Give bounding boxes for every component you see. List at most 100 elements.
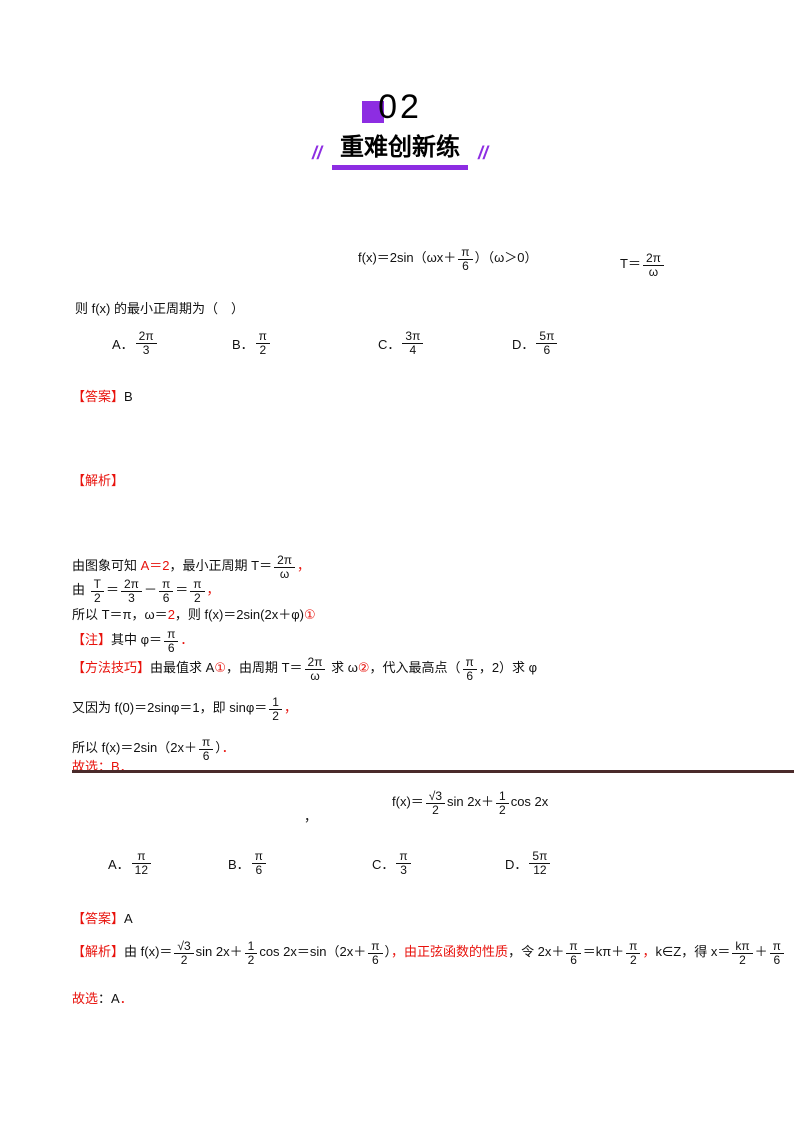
fraction-numerator: √3: [425, 790, 446, 804]
fraction-denominator: 2: [739, 952, 746, 967]
text: 由: [72, 581, 89, 597]
text: ：A: [98, 991, 120, 1006]
fraction-numerator: 1: [496, 790, 509, 804]
text: 由图象可知: [72, 557, 141, 573]
fraction-denominator: 6: [543, 342, 551, 357]
option-label: A．: [112, 336, 134, 352]
option-a: A． π 12: [108, 850, 153, 876]
badge-square-decoration: [362, 101, 385, 123]
problem2-comma: ，: [304, 809, 318, 824]
option-c: C． π 3: [372, 850, 413, 876]
text: ＋: [754, 943, 768, 959]
badge-title: 重难创新练: [332, 127, 468, 170]
fraction-numerator: π: [131, 850, 152, 864]
text: 所以 f(x)＝2sin（2x＋: [72, 739, 197, 755]
problem1-formula: f(x)＝2sin（ωx＋ π 6 ）（ω＞0）: [358, 246, 537, 272]
highlight-text: ，: [642, 943, 656, 959]
fraction-numerator: 5π: [529, 850, 551, 864]
analysis-label: 【解析】: [72, 473, 125, 488]
fraction-numerator: π: [462, 656, 477, 670]
fraction-numerator: 2π: [642, 252, 664, 266]
option-label: C．: [378, 336, 401, 352]
text: cos 2x＝sin（2x＋: [259, 943, 367, 959]
fraction-denominator: 12: [134, 862, 149, 877]
fraction-numerator: π: [769, 940, 784, 954]
fraction-numerator: 3π: [402, 330, 424, 344]
fraction-numerator: T: [90, 578, 104, 592]
text: ，则 f(x)＝2sin(2x＋φ): [174, 607, 304, 622]
fraction-denominator: 6: [162, 590, 170, 605]
highlight-text: ，由正弦函数的性质: [391, 943, 509, 959]
text: ）: [384, 943, 392, 959]
fraction-denominator: ω: [279, 566, 290, 581]
formula-text: ）（ω＞0）: [474, 249, 538, 265]
fraction-denominator: 3: [128, 590, 135, 605]
text: ，2）求 φ: [478, 659, 538, 675]
fraction-numerator: 1: [269, 696, 282, 710]
fraction-denominator: 2: [259, 342, 267, 357]
highlight-text: 故选: [72, 991, 99, 1006]
fraction-denominator: 3: [142, 342, 150, 357]
fraction-numerator: π: [566, 940, 581, 954]
badge-number: 02: [378, 88, 422, 126]
fraction: π 12: [131, 850, 152, 877]
fraction-denominator: 2: [180, 952, 188, 967]
answer-label: 【答案】: [72, 389, 125, 404]
fraction-numerator: π: [626, 940, 641, 954]
fraction-numerator: π: [458, 246, 473, 260]
text: 又因为 f(0)＝2sinφ＝1，即 sinφ＝: [72, 699, 268, 715]
fraction-numerator: π: [164, 628, 179, 642]
fraction: 2π 3: [120, 578, 142, 605]
fraction-denominator: 2: [194, 590, 201, 605]
fraction: kπ 2: [732, 940, 753, 967]
fraction-denominator: 6: [255, 862, 263, 877]
fraction-denominator: ω: [648, 264, 659, 279]
option-label: A．: [108, 856, 130, 872]
analysis-label: 【解析】: [72, 943, 125, 959]
text: ＝: [105, 581, 119, 597]
analysis-line-7: 所以 f(x)＝2sin（2x＋ π 6 ）．: [72, 736, 235, 762]
fraction-numerator: π: [255, 330, 270, 344]
option-c: C． 3π 4: [378, 330, 425, 356]
text: ＝kπ＋: [582, 943, 625, 959]
problem1-formula-side: T＝ 2π ω: [620, 252, 666, 278]
fraction-denominator: 6: [372, 952, 379, 967]
text: k∈Z，得 x＝: [655, 943, 731, 959]
option-label: C．: [372, 856, 395, 872]
formula-text: f(x)＝2sin（ωx＋: [358, 249, 457, 265]
circled-number: ②: [357, 659, 370, 675]
text: ，代入最高点（: [369, 659, 461, 675]
fraction-denominator: 6: [466, 668, 474, 683]
fraction: √3 2: [174, 940, 194, 967]
fraction-denominator: 2: [93, 590, 101, 605]
fraction-numerator: π: [368, 940, 383, 954]
option-d: D． 5π 12: [505, 850, 552, 876]
answer-label: 【答案】: [72, 911, 125, 926]
fraction-numerator: π: [396, 850, 411, 864]
circled-number: ①: [303, 607, 316, 622]
fraction-denominator: 6: [773, 952, 781, 967]
text: 由最值求 A: [150, 659, 215, 675]
text: 求 ω: [327, 659, 358, 675]
analysis-line-3: 所以 T＝π，ω＝2，则 f(x)＝2sin(2x＋φ)①: [72, 604, 316, 623]
analysis-line-5: 【方法技巧】由最值求 A①，由周期 T＝ 2π ω 求 ω②，代入最高点（ π 6 ，2）…: [72, 656, 537, 682]
answer-value: A: [124, 911, 133, 926]
fraction: 5π 6: [536, 330, 558, 357]
fraction-denominator: 12: [533, 862, 547, 877]
fraction-numerator: 2π: [120, 578, 142, 592]
formula-text: cos 2x: [510, 793, 549, 809]
fraction-denominator: 6: [167, 640, 175, 655]
analysis-line-2: 由 T 2 ＝ 2π 3 － π 6 ＝ π 2，: [72, 578, 220, 604]
